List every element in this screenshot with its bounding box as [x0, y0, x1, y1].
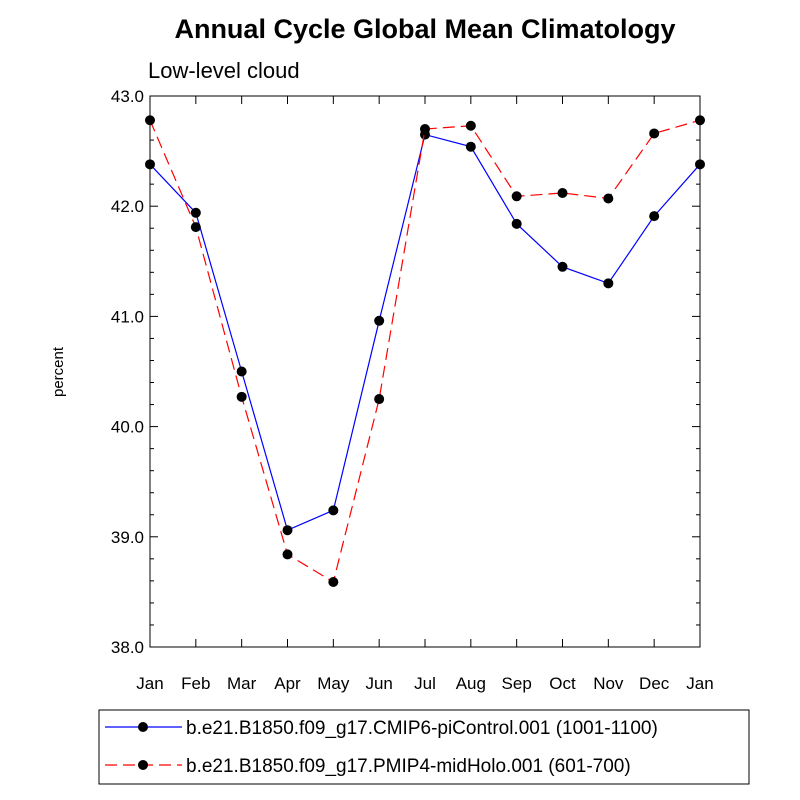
series-group: [145, 129, 705, 536]
x-tick-label: Aug: [456, 674, 486, 693]
data-point: [190, 222, 201, 233]
data-point: [374, 315, 385, 326]
data-point: [649, 128, 660, 139]
legend-marker: [138, 760, 148, 770]
legend: b.e21.B1850.f09_g17.CMIP6-piControl.001 …: [98, 709, 750, 785]
y-tick-label: 43.0: [111, 87, 144, 106]
data-point: [328, 576, 339, 587]
legend-entry-label: b.e21.B1850.f09_g17.PMIP4-midHolo.001 (6…: [186, 756, 631, 777]
data-point: [511, 218, 522, 229]
series-line: [149, 133, 701, 532]
x-axis: Jan Feb Mar Apr May Jun Jul Aug Sep Oct Nov Dec Jan: [136, 96, 714, 693]
x-tick-label: May: [317, 674, 350, 693]
x-tick-label: Jul: [414, 674, 436, 693]
data-point: [557, 187, 568, 198]
chart-subtitle: Low-level cloud: [148, 58, 300, 83]
x-tick-label: Nov: [593, 674, 624, 693]
series-group: [145, 115, 705, 587]
data-point: [374, 394, 385, 405]
x-tick-label: Jun: [365, 674, 392, 693]
y-axis: 38.0 39.0 40.0 41.0 42.0 43.0: [111, 87, 700, 657]
data-point: [695, 159, 705, 170]
data-point: [557, 261, 568, 272]
plot-area: [149, 95, 701, 648]
y-axis-label: percent: [50, 346, 67, 397]
x-tick-label: Dec: [639, 674, 670, 693]
data-point: [236, 391, 247, 402]
x-tick-label: Mar: [227, 674, 257, 693]
data-point: [328, 505, 339, 516]
data-point: [282, 549, 293, 560]
series-line: [149, 119, 701, 583]
y-tick-label: 41.0: [111, 307, 144, 326]
data-point: [145, 115, 155, 126]
x-tick-label: Apr: [274, 674, 301, 693]
series-layer: [145, 115, 705, 587]
data-point: [420, 124, 430, 135]
x-tick-label: Jan: [686, 674, 713, 693]
x-tick-label: Sep: [502, 674, 532, 693]
data-point: [603, 193, 614, 204]
data-point: [465, 141, 476, 152]
data-point: [649, 211, 660, 222]
y-tick-label: 42.0: [111, 197, 144, 216]
legend-box: [98, 709, 750, 785]
data-point: [603, 278, 614, 289]
data-point: [465, 120, 476, 131]
legend-marker: [138, 722, 148, 732]
y-tick-label: 38.0: [111, 638, 144, 657]
data-point: [511, 191, 522, 202]
chart-title: Annual Cycle Global Mean Climatology: [174, 14, 675, 44]
x-tick-label: Jan: [136, 674, 163, 693]
y-tick-label: 39.0: [111, 528, 144, 547]
data-point: [236, 366, 247, 377]
legend-entry-label: b.e21.B1850.f09_g17.CMIP6-piControl.001 …: [186, 718, 658, 739]
data-point: [145, 159, 155, 170]
x-tick-label: Oct: [549, 674, 576, 693]
data-point: [695, 115, 705, 126]
data-point: [282, 525, 293, 536]
data-point: [190, 207, 201, 218]
plot-border: [149, 95, 701, 648]
x-tick-label: Feb: [181, 674, 210, 693]
y-tick-label: 40.0: [111, 418, 144, 437]
